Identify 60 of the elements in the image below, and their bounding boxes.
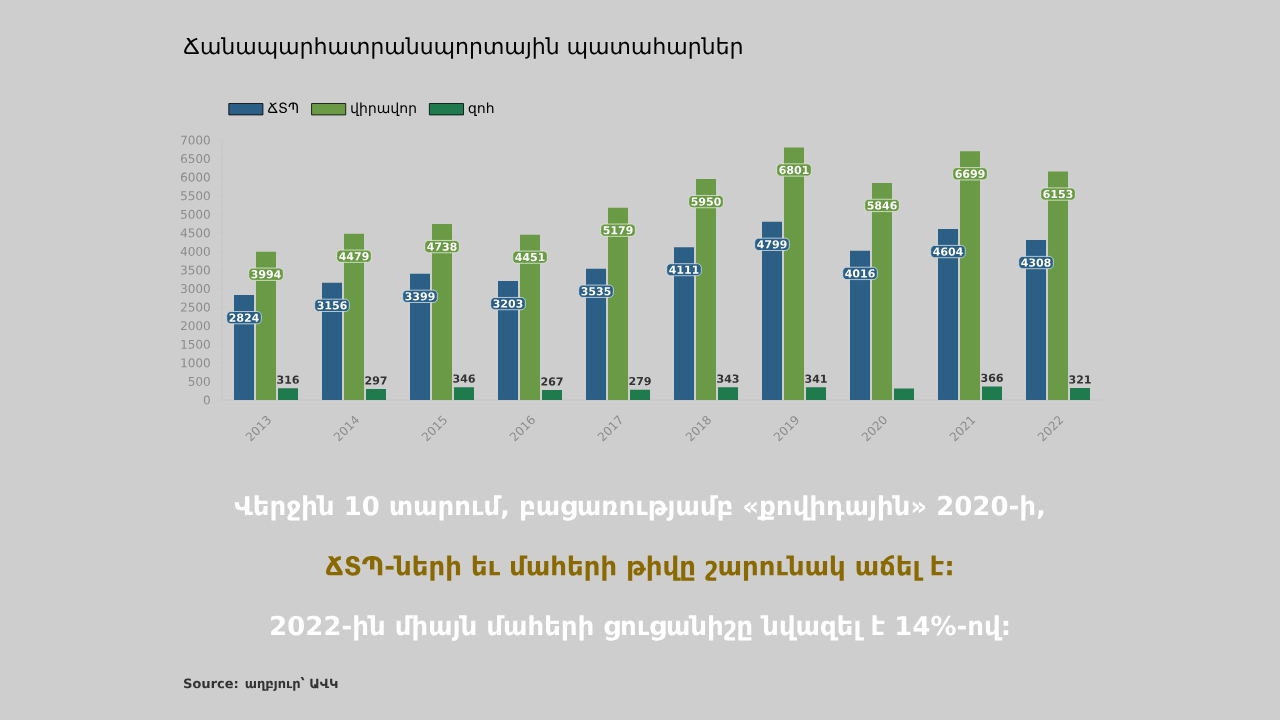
data-label: 5950 (691, 197, 721, 206)
bar (718, 387, 739, 400)
y-tick-label: 2000 (181, 321, 210, 331)
data-label: 297 (365, 376, 387, 385)
data-label: 6699 (955, 169, 985, 178)
data-label: 5179 (603, 226, 633, 235)
y-tick-label: 2500 (181, 302, 210, 312)
y-tick-label: 7000 (181, 135, 210, 145)
data-label: 2824 (229, 313, 259, 322)
bar (806, 387, 827, 400)
bar (894, 388, 915, 400)
bar (1070, 388, 1091, 400)
data-label: 4308 (1021, 258, 1051, 267)
y-tick-label: 4000 (180, 246, 210, 256)
data-label: 341 (805, 374, 827, 383)
y-tick-label: 3500 (181, 265, 210, 275)
data-label: 321 (1069, 375, 1091, 384)
legend-label: զոհ (468, 102, 494, 116)
bar (366, 388, 387, 400)
y-tick-label: 500 (188, 376, 210, 386)
data-label: 4604 (933, 247, 963, 256)
bar (454, 387, 475, 400)
bar (982, 386, 1003, 400)
y-tick-label: 5000 (181, 209, 210, 219)
data-label: 3399 (405, 292, 435, 301)
data-label: 6153 (1043, 189, 1073, 199)
chart-title: Ճանապարհատրանսպորտային պատահարներ (184, 37, 742, 59)
y-tick-label: 6000 (180, 172, 210, 182)
data-label: 346 (453, 374, 475, 383)
legend-label: վիրավոր (351, 102, 416, 116)
data-label: 267 (541, 377, 563, 386)
y-tick-label: 1000 (181, 358, 210, 368)
y-tick-label: 1500 (181, 339, 210, 349)
legend-label: ՃՏՊ (268, 102, 298, 114)
data-label: 3994 (251, 270, 281, 279)
data-label: 343 (717, 374, 739, 383)
data-label: 6801 (779, 165, 809, 175)
bar (278, 388, 299, 400)
data-label: 5846 (867, 201, 897, 210)
data-label: 279 (629, 376, 651, 386)
data-label: 3156 (317, 301, 347, 310)
data-label: 4479 (339, 252, 369, 261)
y-tick-label: 5500 (181, 191, 210, 201)
bar (542, 390, 563, 400)
data-label: 4451 (515, 253, 545, 262)
bar (630, 389, 651, 400)
data-label: 4738 (427, 242, 457, 251)
data-label: 4799 (757, 240, 787, 249)
y-tick-label: 4500 (180, 228, 210, 238)
y-tick-label: 6500 (180, 154, 210, 164)
data-label: 316 (277, 375, 299, 384)
data-label: 3203 (493, 299, 523, 308)
source-note: Source: աղբյուր՝ ԱՎԿ (184, 677, 338, 691)
y-tick-label: 0 (203, 395, 210, 405)
data-label: 366 (981, 373, 1003, 383)
text: ՃՏՊ-ների եւ մահերի թիվը շարունակ աճել է: (326, 555, 952, 581)
data-label: 4016 (845, 269, 875, 278)
data-label: 4111 (669, 265, 699, 274)
y-tick-label: 3000 (181, 284, 210, 294)
data-label: 3535 (581, 287, 611, 296)
